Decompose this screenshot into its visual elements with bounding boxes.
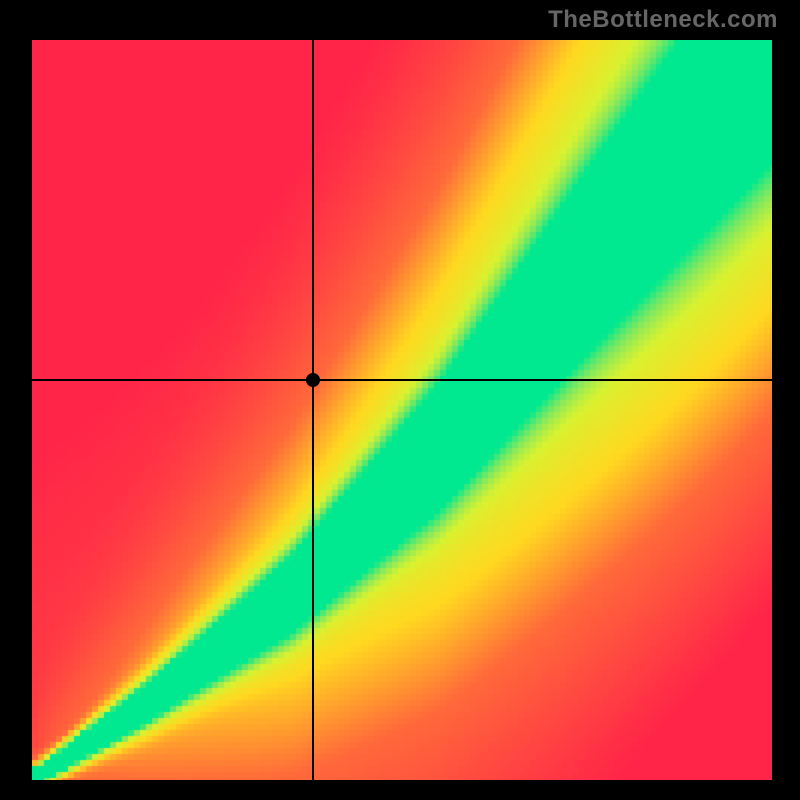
crosshair-marker [306,373,320,387]
watermark-label: TheBottleneck.com [548,6,778,34]
heatmap-plot [32,40,772,780]
chart-frame: TheBottleneck.com [0,0,800,800]
crosshair-vertical [312,40,314,780]
heatmap-canvas [32,40,772,780]
crosshair-horizontal [32,379,772,381]
